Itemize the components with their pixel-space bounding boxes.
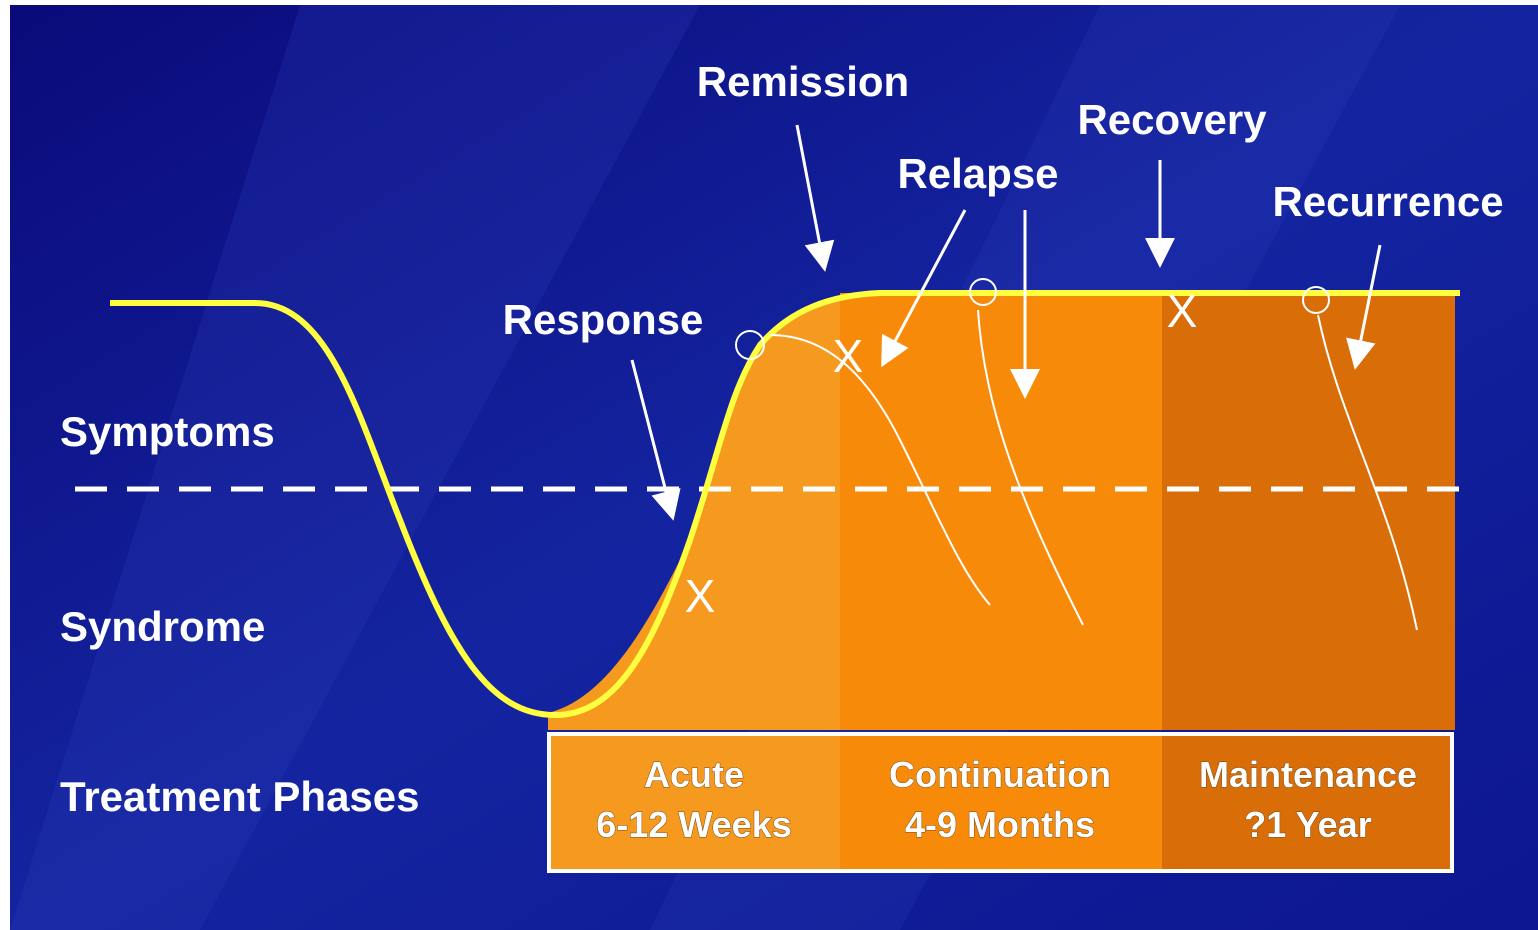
relapse-path [977,309,1084,626]
recurrence-path [1317,314,1418,631]
phase-duration: 4-9 Months [905,804,1095,845]
phase-border [547,732,1454,873]
circle-marker [735,330,765,360]
row-label: Syndrome [60,603,265,650]
phase-box [840,733,1162,872]
x-marker: X [833,330,864,382]
x-marker: X [685,570,716,622]
row-label: Symptoms [60,408,275,455]
circle-marker [1302,286,1330,314]
label: Relapse [897,150,1058,197]
phase-name: Maintenance [1199,754,1417,795]
symptom-curve [110,290,1460,719]
streak [10,5,700,930]
arrow [630,359,681,521]
arrow [1346,244,1382,370]
x-marker: X [1167,285,1198,337]
arrow [795,124,835,272]
label: Response [503,296,704,343]
row-label: Treatment Phases [60,773,420,820]
phase-box [548,733,840,872]
maintenance-region [1162,293,1455,730]
phase-box [1162,733,1453,872]
phase-name: Acute [644,754,744,795]
relapse-path [769,334,991,606]
label: Recovery [1077,96,1267,143]
arrow [881,209,967,368]
label: Remission [697,58,909,105]
phase-name: Continuation [889,754,1111,795]
phase-duration: ?1 Year [1244,804,1371,845]
circle-marker [969,278,997,306]
label: Recurrence [1272,178,1503,225]
phase-duration: 6-12 Weeks [596,804,791,845]
acute-region [548,297,840,730]
continuation-region [840,293,1162,730]
